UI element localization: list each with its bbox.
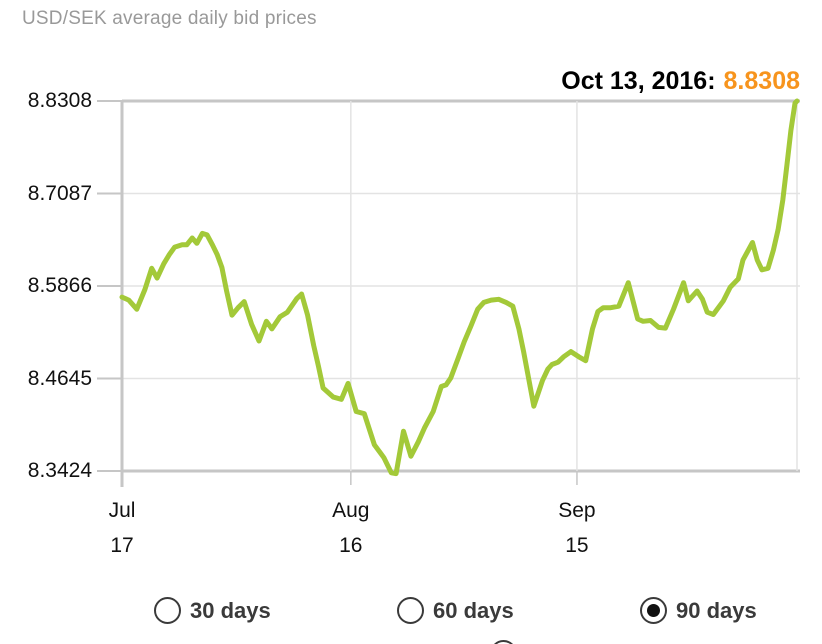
x-tick-month-label: Jul bbox=[108, 499, 136, 522]
latest-quote: Oct 13, 2016: 8.8308 bbox=[561, 67, 800, 96]
range-option-30-days[interactable]: 30 days bbox=[154, 597, 271, 624]
range-option-label: 30 days bbox=[190, 597, 271, 623]
latest-quote-value: 8.8308 bbox=[723, 67, 800, 95]
radio-dot-icon bbox=[647, 604, 660, 617]
radio-selected-icon[interactable] bbox=[640, 597, 667, 624]
range-option-label: 60 days bbox=[433, 597, 514, 623]
y-tick-label: 8.3424 bbox=[27, 459, 92, 482]
y-tick-label: 8.5866 bbox=[27, 274, 92, 297]
range-option-90-days[interactable]: 90 days bbox=[640, 597, 757, 624]
radio-unselected-icon[interactable] bbox=[397, 597, 424, 624]
latest-quote-date: Oct 13, 2016: bbox=[561, 67, 716, 95]
y-tick-label: 8.4645 bbox=[27, 366, 92, 390]
x-tick-month-label: Sep bbox=[558, 499, 596, 522]
x-tick-day-label: 15 bbox=[565, 534, 589, 557]
price-line-chart bbox=[97, 98, 800, 487]
y-tick-label: 8.7087 bbox=[27, 181, 92, 205]
price-line-series bbox=[119, 98, 800, 477]
y-tick-label: 8.8308 bbox=[27, 89, 92, 112]
radio-unselected-icon[interactable] bbox=[154, 597, 181, 624]
x-tick-day-label: 17 bbox=[110, 534, 134, 557]
x-tick-month-label: Aug bbox=[332, 499, 370, 522]
partial-radio-icon[interactable] bbox=[490, 640, 517, 644]
page-title: USD/SEK average daily bid prices bbox=[22, 8, 317, 29]
range-option-60-days[interactable]: 60 days bbox=[397, 597, 514, 624]
range-option-label: 90 days bbox=[676, 597, 757, 623]
x-tick-day-label: 16 bbox=[339, 534, 363, 557]
